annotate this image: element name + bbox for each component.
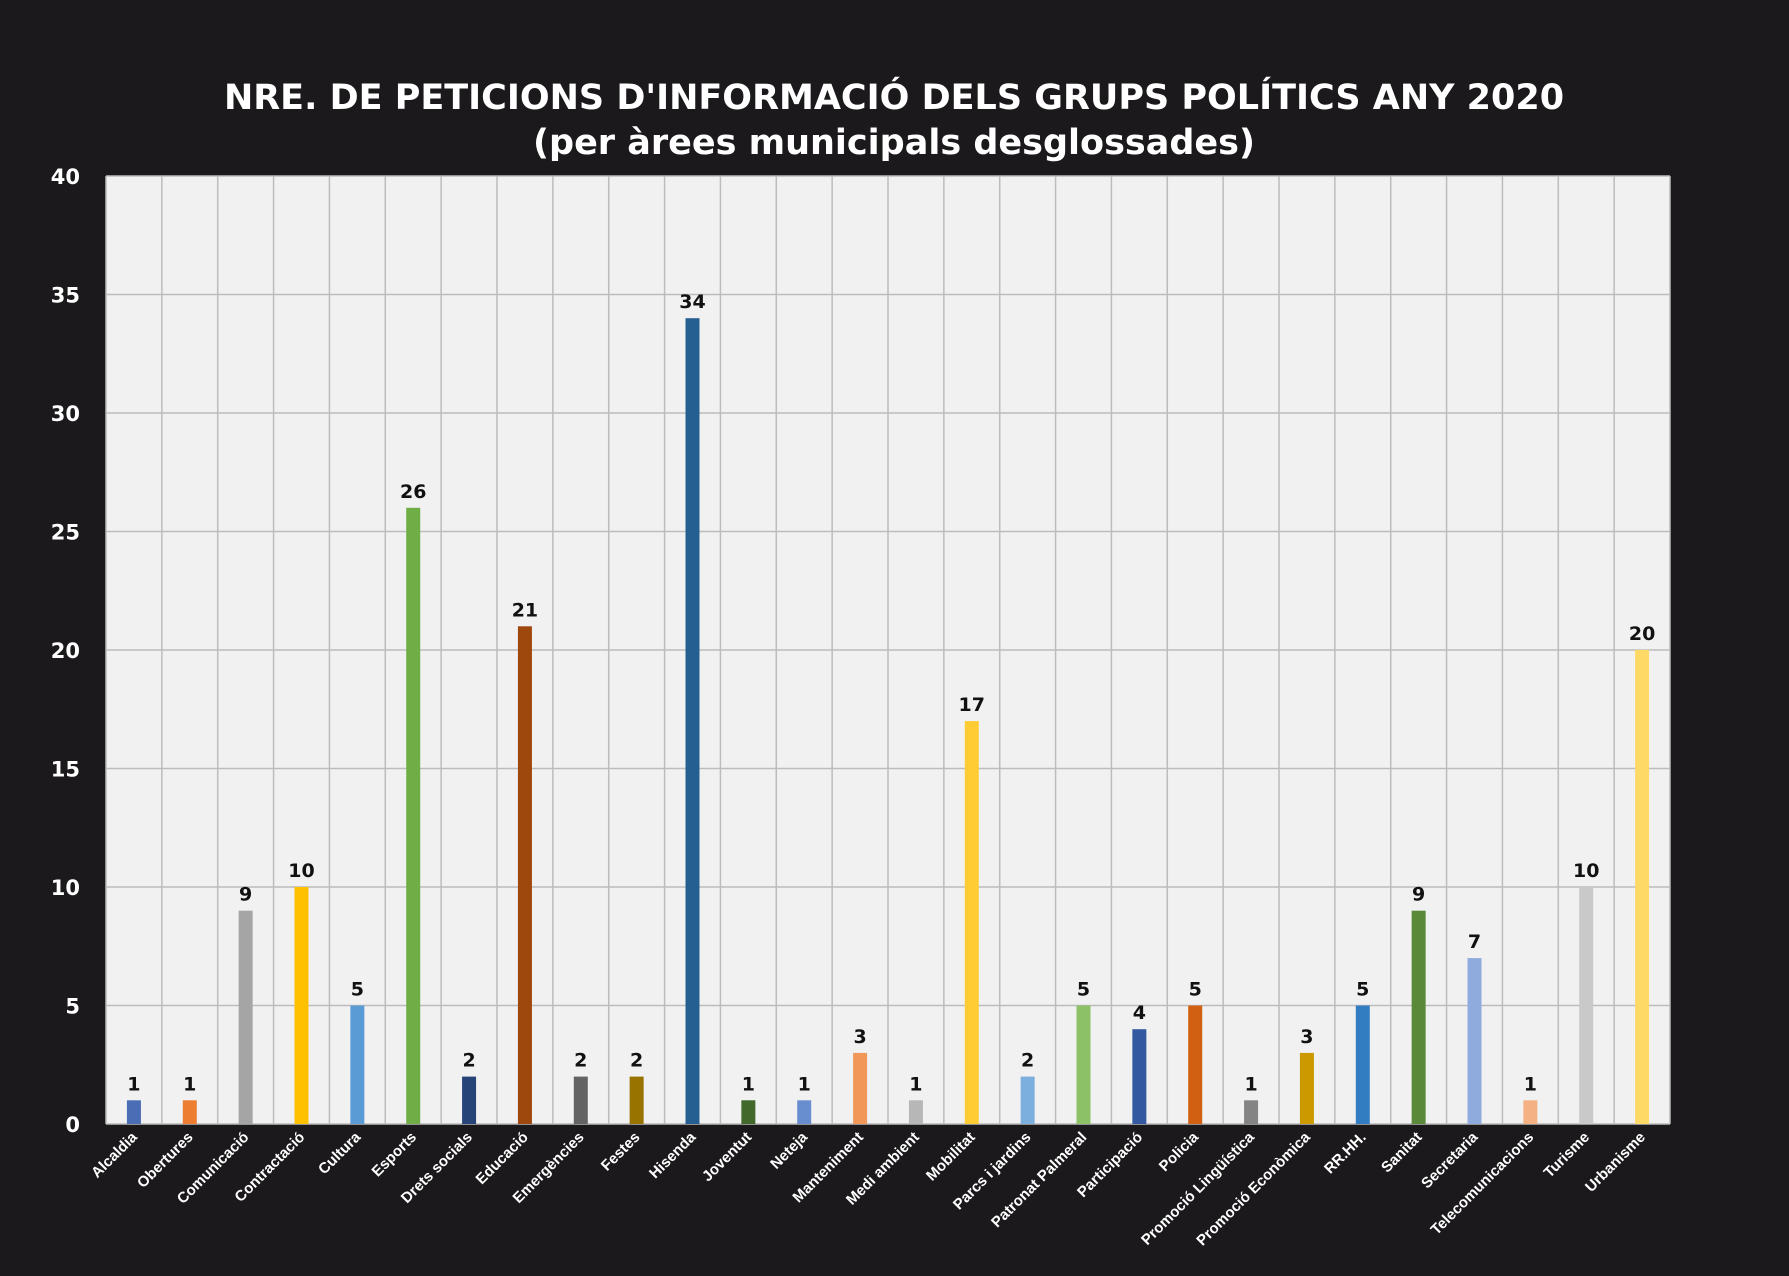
bars [126, 318, 1650, 1124]
data-label: 1 [909, 1073, 922, 1095]
y-tick-label: 40 [51, 165, 80, 189]
bar-0 [126, 1100, 141, 1124]
bar-11 [741, 1100, 756, 1124]
bar-1 [182, 1100, 197, 1124]
data-label: 5 [351, 979, 364, 1001]
data-label: 10 [288, 860, 314, 882]
bar-14 [908, 1100, 923, 1124]
data-label: 1 [1524, 1073, 1537, 1095]
bar-18 [1132, 1029, 1147, 1124]
data-label: 10 [1573, 860, 1599, 882]
bar-19 [1188, 1005, 1203, 1124]
data-label: 5 [1077, 979, 1090, 1001]
y-tick-label: 20 [51, 639, 80, 663]
data-label: 5 [1189, 979, 1202, 1001]
data-label: 7 [1468, 931, 1481, 953]
data-label: 9 [239, 884, 252, 906]
data-labels: 1 1 9 10 5 26 2 21 2 2 34 1 1 3 1 17 2 5 4 5 1 3 5 9 7 1 10 20 [127, 291, 1655, 1095]
bar-25 [1523, 1100, 1538, 1124]
y-tick-label: 30 [51, 402, 80, 426]
data-label: 1 [183, 1073, 196, 1095]
y-tick-label: 5 [65, 995, 80, 1019]
gridlines [105, 175, 1671, 1125]
bar-16 [1020, 1076, 1035, 1124]
data-label: 2 [630, 1050, 643, 1072]
data-label: 17 [959, 694, 985, 716]
chart-subtitle: (per àrees municipals desglossades) [533, 123, 1255, 163]
bar-2 [238, 910, 253, 1124]
data-label: 2 [1021, 1050, 1034, 1072]
bar-15 [964, 721, 979, 1124]
bar-9 [629, 1076, 644, 1124]
bar-3 [294, 887, 309, 1124]
bar-23 [1411, 910, 1426, 1124]
bar-6 [462, 1076, 477, 1124]
data-label: 1 [798, 1073, 811, 1095]
data-label: 1 [1244, 1073, 1257, 1095]
bar-24 [1467, 958, 1482, 1124]
y-tick-label: 25 [51, 521, 80, 545]
data-label: 2 [574, 1050, 587, 1072]
y-tick-label: 10 [51, 876, 80, 900]
bar-17 [1076, 1005, 1091, 1124]
bar-5 [406, 507, 421, 1124]
bar-7 [517, 626, 532, 1124]
data-label: 26 [400, 481, 426, 503]
data-label: 3 [1300, 1026, 1313, 1048]
bar-8 [573, 1076, 588, 1124]
data-label: 1 [127, 1073, 140, 1095]
bar-12 [797, 1100, 812, 1124]
bar-27 [1635, 650, 1650, 1124]
data-label: 3 [853, 1026, 866, 1048]
bar-13 [853, 1052, 868, 1124]
data-label: 1 [742, 1073, 755, 1095]
y-tick-label: 35 [51, 284, 80, 308]
data-label: 9 [1412, 884, 1425, 906]
y-tick-label: 15 [51, 758, 80, 782]
bar-21 [1299, 1052, 1314, 1124]
chart-title: NRE. DE PETICIONS D'INFORMACIÓ DELS GRUP… [224, 76, 1564, 118]
bar-4 [350, 1005, 365, 1124]
data-label: 4 [1133, 1002, 1146, 1024]
y-tick-label: 0 [65, 1113, 80, 1137]
bar-10 [685, 318, 700, 1124]
bar-20 [1244, 1100, 1259, 1124]
data-label: 21 [512, 599, 538, 621]
data-label: 20 [1629, 623, 1655, 645]
bar-26 [1579, 887, 1594, 1124]
data-label: 5 [1356, 979, 1369, 1001]
data-label: 2 [462, 1050, 475, 1072]
data-label: 34 [679, 291, 705, 313]
y-axis: 0 5 10 15 20 25 30 35 40 [51, 165, 80, 1137]
bar-22 [1355, 1005, 1370, 1124]
